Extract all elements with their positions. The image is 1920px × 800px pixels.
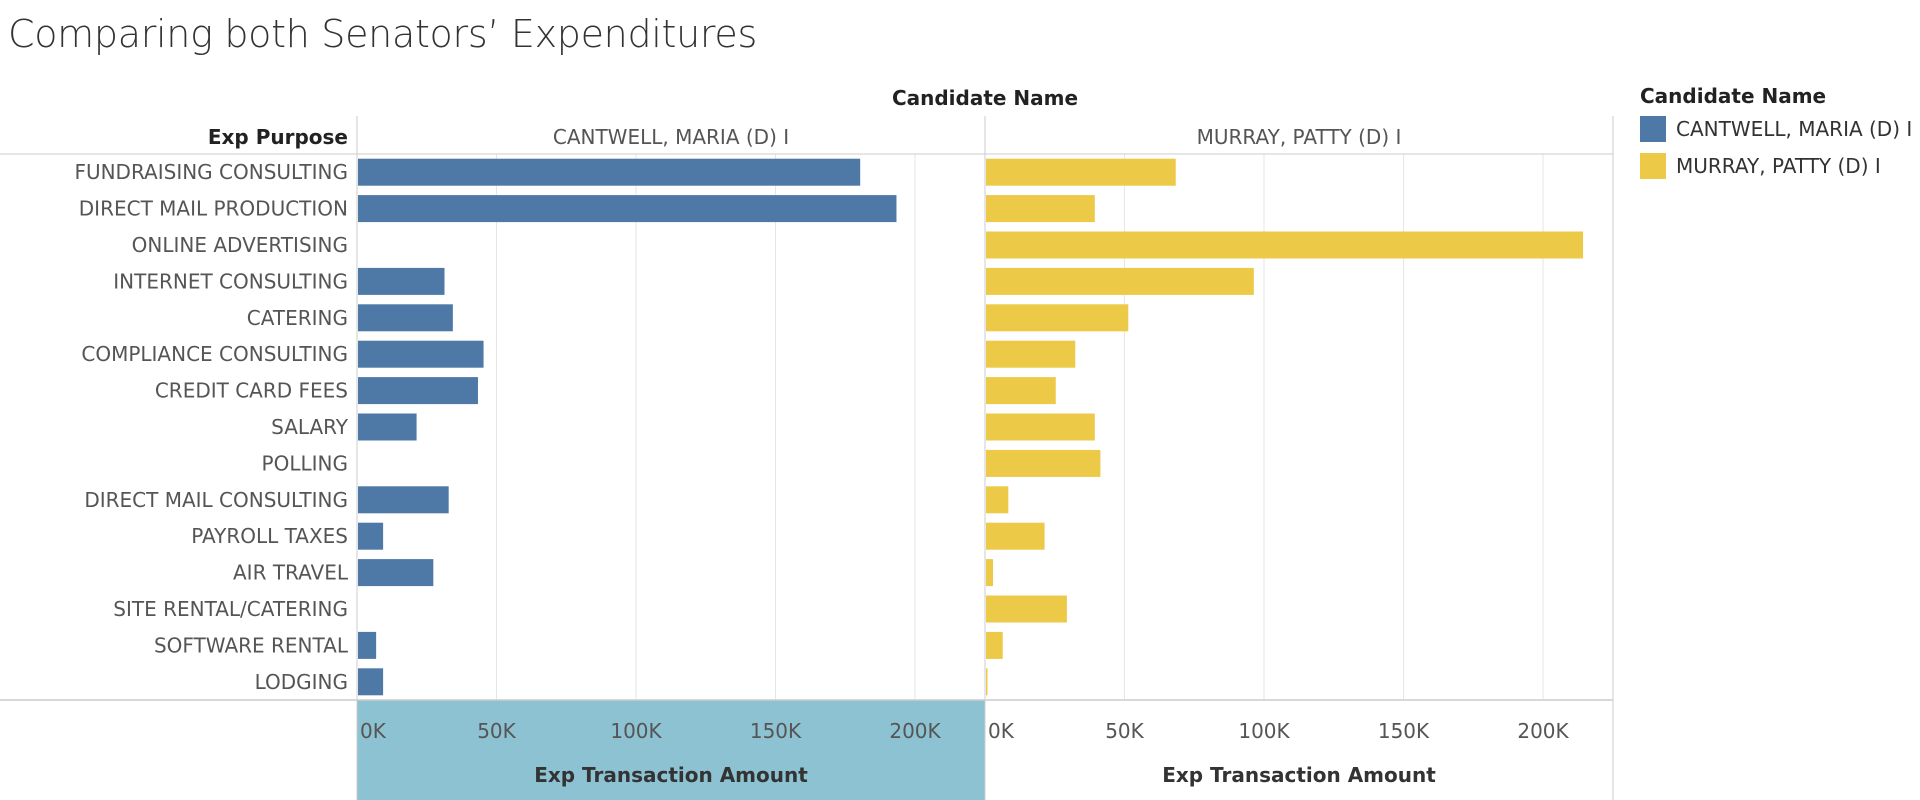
axis-highlight — [357, 700, 985, 800]
bar-cantwell — [358, 377, 478, 405]
bar-murray — [986, 340, 1076, 368]
bar-cantwell — [358, 522, 384, 550]
panel-header-0: CANTWELL, MARIA (D) I — [553, 125, 789, 149]
x-axis-title-0: Exp Transaction Amount — [534, 763, 808, 787]
bar-cantwell — [358, 267, 445, 295]
bar-murray — [986, 559, 993, 587]
x-tick-label: 200K — [1517, 719, 1569, 743]
legend-item-murray[interactable]: MURRAY, PATTY (D) I — [1640, 153, 1881, 179]
bar-murray — [986, 486, 1009, 514]
category-label: SOFTWARE RENTAL — [154, 633, 349, 657]
category-label: DIRECT MAIL PRODUCTION — [79, 197, 348, 221]
x-tick-label: 100K — [610, 719, 662, 743]
column-header: Candidate Name — [892, 86, 1078, 110]
x-tick-label: 200K — [889, 719, 941, 743]
bar-murray — [986, 449, 1101, 477]
category-label: CREDIT CARD FEES — [155, 379, 348, 403]
category-label: AIR TRAVEL — [233, 561, 349, 585]
x-tick-label: 50K — [1105, 719, 1144, 743]
category-label: SITE RENTAL/CATERING — [113, 597, 348, 621]
bar-cantwell — [358, 486, 449, 514]
category-label: ONLINE ADVERTISING — [132, 233, 348, 257]
x-tick-label: 0K — [988, 719, 1015, 743]
legend-item-cantwell[interactable]: CANTWELL, MARIA (D) I — [1640, 116, 1912, 142]
bar-murray — [986, 158, 1176, 186]
x-tick-label: 0K — [360, 719, 387, 743]
category-label: DIRECT MAIL CONSULTING — [84, 488, 348, 512]
x-tick-label: 150K — [750, 719, 802, 743]
bar-murray — [986, 522, 1045, 550]
bar-cantwell — [358, 304, 453, 332]
bar-cantwell — [358, 340, 484, 368]
x-axis-title-1: Exp Transaction Amount — [1162, 763, 1436, 787]
bar-murray — [986, 267, 1254, 295]
x-tick-label: 150K — [1378, 719, 1430, 743]
legend-label-cantwell: CANTWELL, MARIA (D) I — [1676, 117, 1913, 141]
bar-murray — [986, 595, 1067, 623]
category-label: COMPLIANCE CONSULTING — [81, 342, 348, 366]
bar-murray — [986, 304, 1129, 332]
row-header: Exp Purpose — [208, 125, 348, 149]
bar-cantwell — [358, 158, 861, 186]
bar-murray — [986, 413, 1095, 441]
bar-murray — [986, 231, 1584, 259]
chart-title: Comparing both Senators’ Expenditures — [8, 12, 757, 56]
legend-swatch-cantwell — [1640, 116, 1666, 142]
bar-cantwell — [358, 631, 377, 659]
category-label: PAYROLL TAXES — [191, 524, 348, 548]
legend-swatch-murray — [1640, 153, 1666, 179]
legend-label-murray: MURRAY, PATTY (D) I — [1676, 154, 1881, 178]
category-label: LODGING — [255, 670, 348, 694]
x-tick-label: 100K — [1238, 719, 1290, 743]
bar-murray — [986, 377, 1056, 405]
bar-murray — [986, 195, 1095, 223]
category-label: INTERNET CONSULTING — [113, 269, 348, 293]
category-label: FUNDRAISING CONSULTING — [74, 160, 348, 184]
x-tick-label: 50K — [477, 719, 516, 743]
panel-header-1: MURRAY, PATTY (D) I — [1197, 125, 1402, 149]
bar-cantwell — [358, 668, 384, 696]
bar-cantwell — [358, 195, 897, 223]
category-label: POLLING — [262, 451, 348, 475]
legend-title: Candidate Name — [1640, 84, 1827, 108]
category-label: CATERING — [247, 306, 348, 330]
bar-cantwell — [358, 413, 417, 441]
bar-murray — [986, 631, 1003, 659]
bar-cantwell — [358, 559, 434, 587]
bar-murray — [986, 668, 988, 696]
category-label: SALARY — [271, 415, 349, 439]
